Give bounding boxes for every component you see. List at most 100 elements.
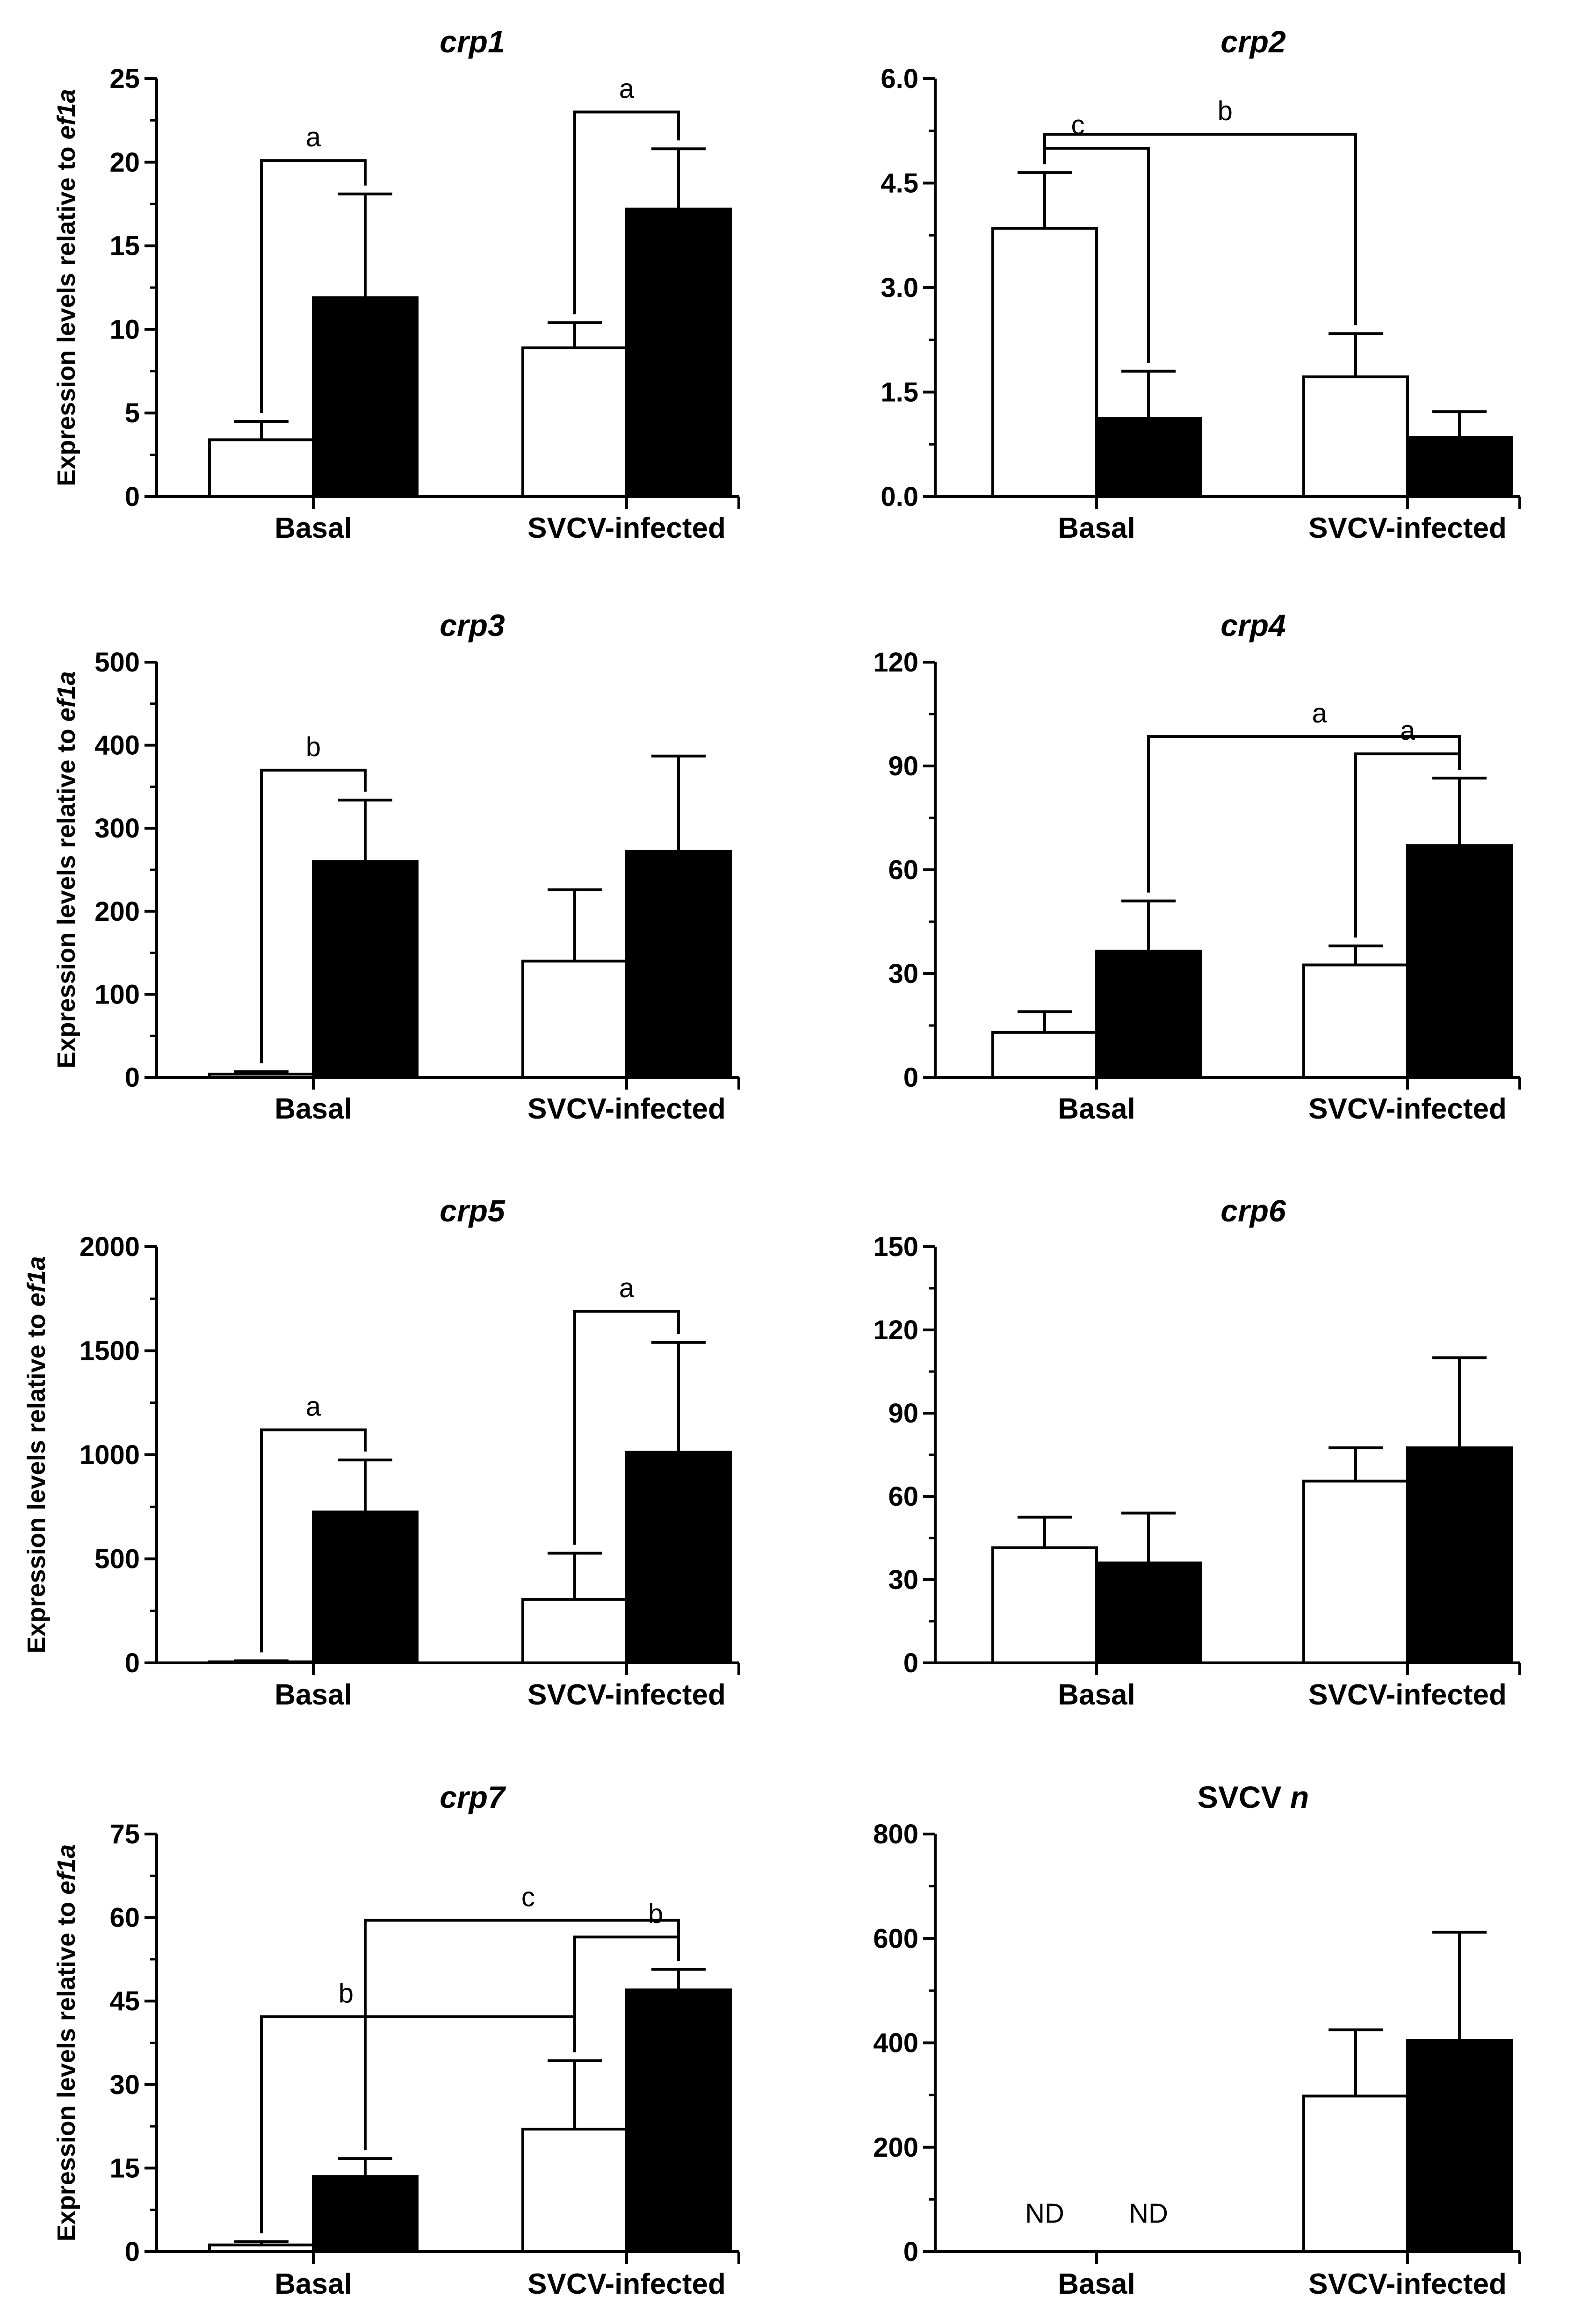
x-category-label: Basal — [274, 2268, 352, 2300]
y-axis-label-gene: ef1a — [52, 89, 80, 139]
y-tick-label: 300 — [94, 813, 140, 844]
x-category-label: Basal — [1058, 1093, 1135, 1125]
y-axis-label-prefix: Expression levels relative to — [22, 1307, 51, 1653]
significance-bracket — [260, 2015, 576, 2233]
bar-filled-svcv-infected — [1406, 436, 1513, 498]
bar-filled-svcv-infected — [625, 850, 732, 1079]
y-tick-label: 0.0 — [881, 482, 918, 512]
chart-title: crp5 — [440, 1193, 506, 1228]
bar-filled-svcv-infected — [625, 1451, 732, 1664]
bar-filled-basal — [312, 2175, 419, 2253]
y-tick-label: 15 — [109, 2153, 140, 2183]
y-tick-label: 100 — [94, 979, 140, 1010]
significance-bracket — [573, 110, 680, 315]
y-tick-label: 120 — [873, 647, 918, 678]
y-tick-label: 10 — [109, 314, 140, 345]
bar-filled-svcv-infected — [1406, 1446, 1513, 1665]
y-tick-label: 500 — [94, 647, 140, 678]
x-category-label: SVCV-infected — [527, 2268, 726, 2300]
y-tick-label: 60 — [888, 1481, 918, 1512]
y-tick-label: 0 — [903, 1648, 918, 1678]
bar-filled-svcv-infected — [625, 207, 732, 498]
y-tick-label: 150 — [873, 1232, 918, 1262]
x-category-label: SVCV-infected — [1308, 2268, 1507, 2300]
significance-label: c — [1071, 110, 1085, 140]
y-tick-label: 3.0 — [881, 273, 918, 303]
x-category-label: Basal — [1058, 512, 1135, 544]
significance-bracket — [1354, 752, 1461, 938]
significance-bracket — [260, 768, 367, 1063]
y-tick-label: 1500 — [79, 1336, 140, 1366]
significance-label: c — [521, 1882, 535, 1913]
y-tick-label: 5 — [125, 398, 140, 428]
y-tick-label: 0 — [125, 482, 140, 512]
y-tick-label: 60 — [109, 1903, 140, 1933]
y-tick-label: 30 — [109, 2070, 140, 2100]
bar-open-svcv-infected — [521, 960, 628, 1079]
bar-open-basal — [208, 2243, 315, 2253]
bar-filled-svcv-infected — [1406, 2038, 1513, 2253]
y-axis-label: Expression levels relative to ef1a — [52, 89, 80, 486]
chart-title-suffix: n — [1290, 1780, 1309, 1814]
y-tick-label: 1.5 — [881, 377, 918, 408]
y-tick-label: 90 — [888, 751, 918, 781]
bar-open-svcv-infected — [1302, 375, 1409, 498]
bar-open-svcv-infected — [1302, 1480, 1409, 1665]
bar-filled-basal — [1095, 417, 1202, 498]
y-tick-label: 6.0 — [881, 64, 918, 94]
y-tick-label: 120 — [873, 1315, 918, 1345]
y-tick-label: 200 — [94, 896, 140, 927]
bar-open-basal — [208, 438, 315, 498]
significance-label: b — [306, 732, 321, 762]
bar-open-basal — [208, 1072, 315, 1079]
y-tick-label: 800 — [873, 1819, 918, 1849]
significance-label: a — [619, 74, 635, 104]
chart-title: crp2 — [1220, 24, 1286, 59]
y-tick-label: 45 — [109, 1986, 140, 2016]
y-tick-label: 90 — [888, 1398, 918, 1429]
y-axis-label: Expression levels relative to ef1a — [52, 1844, 80, 2241]
significance-label: b — [648, 1899, 663, 1929]
x-category-label: SVCV-infected — [1308, 1093, 1507, 1125]
y-tick-label: 1000 — [79, 1440, 140, 1470]
y-axis-label-gene: ef1a — [52, 1844, 80, 1895]
y-tick-label: 2000 — [79, 1232, 140, 1262]
x-category-label: Basal — [1058, 2268, 1135, 2300]
chart-title: crp7 — [440, 1780, 506, 1814]
y-tick-label: 20 — [109, 147, 140, 178]
significance-label: a — [1312, 698, 1328, 729]
chart-title: crp3 — [440, 608, 505, 643]
chart-panel-8: SVCV n 0 200 400 600 800 Basal SVCV-infected ND N… — [873, 1780, 1521, 2300]
bar-open-basal — [991, 1546, 1098, 1664]
bar-open-basal — [991, 227, 1098, 498]
bar-filled-basal — [312, 296, 419, 498]
chart-panel-1: crp1 0 5 10 15 20 25 Basal SVCV-infected Expressi… — [52, 24, 740, 544]
x-category-label: Basal — [274, 512, 352, 544]
y-axis-label-gene: ef1a — [22, 1256, 51, 1307]
bar-filled-svcv-infected — [625, 1988, 732, 2253]
y-tick-label: 500 — [94, 1544, 140, 1574]
significance-bracket — [1043, 133, 1357, 325]
chart-title: SVCV n — [1198, 1780, 1309, 1814]
y-tick-label: 0 — [903, 2237, 918, 2267]
bar-filled-basal — [1095, 949, 1202, 1079]
x-category-label: Basal — [1058, 1679, 1135, 1711]
bar-open-svcv-infected — [1302, 2094, 1409, 2253]
x-category-label: SVCV-infected — [1308, 512, 1507, 544]
y-tick-label: 200 — [873, 2132, 918, 2163]
x-category-label: SVCV-infected — [527, 512, 726, 544]
significance-bracket — [573, 1309, 680, 1545]
significance-label: a — [306, 1392, 321, 1422]
bar-filled-svcv-infected — [1406, 844, 1513, 1079]
significance-label: b — [1218, 96, 1233, 126]
y-axis-label: Expression levels relative to ef1a — [52, 671, 80, 1068]
y-tick-label: 25 — [109, 64, 140, 94]
bar-filled-basal — [312, 860, 419, 1079]
y-tick-label: 0 — [125, 1062, 140, 1093]
chart-panel-6: crp6 0 30 60 90 120 150 Basal SVCV-infected — [873, 1193, 1521, 1711]
bar-filled-basal — [1095, 1561, 1202, 1664]
bar-open-svcv-infected — [521, 2128, 628, 2253]
x-category-label: SVCV-infected — [1308, 1679, 1507, 1711]
significance-label: a — [619, 1273, 635, 1303]
chart-panel-2: crp2 0.0 1.5 3.0 4.5 6.0 Basal SVCV-infected c b — [881, 24, 1521, 544]
